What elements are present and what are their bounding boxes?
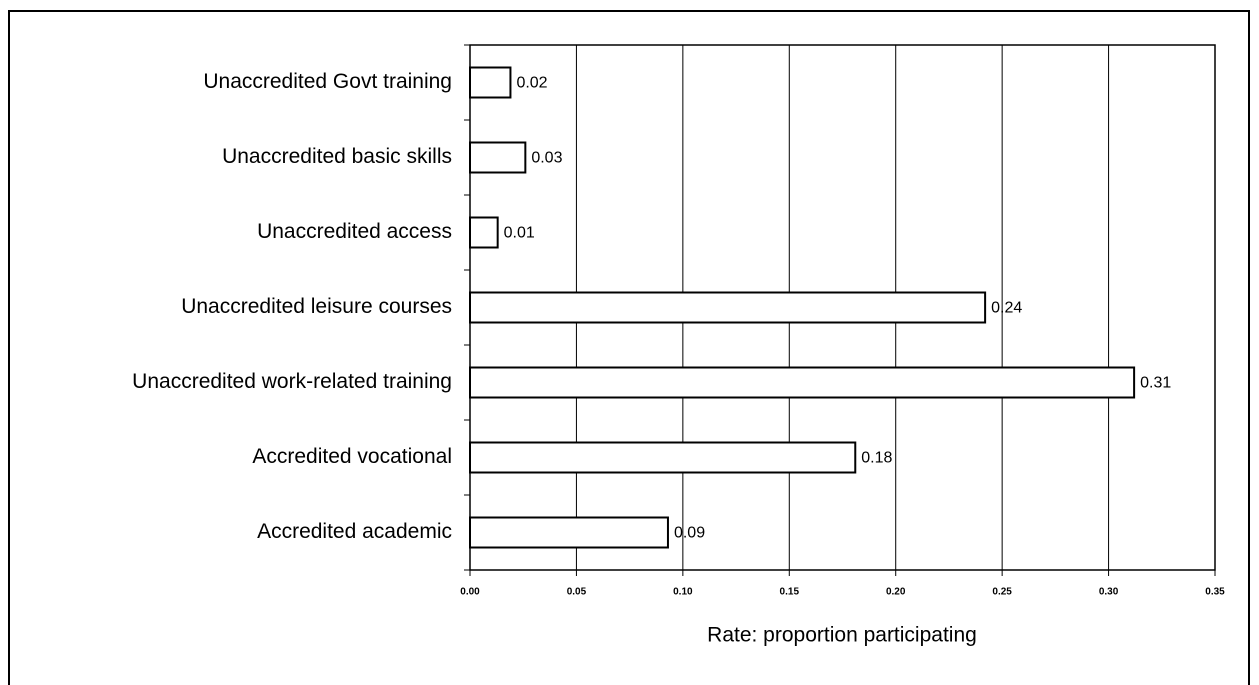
y-tick-label: Unaccredited basic skills bbox=[222, 145, 452, 168]
y-tick-label: Accredited academic bbox=[257, 520, 452, 543]
bar bbox=[469, 141, 527, 174]
value-label: 0.18 bbox=[861, 450, 892, 467]
y-tick-label: Accredited vocational bbox=[252, 445, 452, 468]
bar bbox=[469, 366, 1136, 399]
x-tick-label: 0.10 bbox=[673, 587, 693, 598]
y-tick-label: Unaccredited work-related training bbox=[132, 370, 452, 393]
x-tick-label: 0.15 bbox=[780, 587, 800, 598]
value-label: 0.02 bbox=[516, 75, 547, 92]
value-label: 0.03 bbox=[531, 150, 562, 167]
frame bbox=[8, 10, 1250, 685]
y-tick-label: Unaccredited access bbox=[257, 220, 452, 243]
bar bbox=[469, 66, 512, 99]
y-tick-label: Unaccredited Govt training bbox=[203, 70, 452, 93]
bar bbox=[469, 516, 669, 549]
y-tick-label: Unaccredited leisure courses bbox=[181, 295, 452, 318]
value-label: 0.09 bbox=[674, 525, 705, 542]
x-tick-label: 0.30 bbox=[1099, 587, 1119, 598]
value-label: 0.01 bbox=[504, 225, 535, 242]
bar bbox=[469, 291, 987, 324]
x-axis-title: Rate: proportion participating bbox=[707, 624, 977, 647]
value-label: 0.24 bbox=[991, 300, 1022, 317]
x-tick-label: 0.25 bbox=[992, 587, 1012, 598]
x-tick-label: 0.00 bbox=[460, 587, 480, 598]
x-tick-label: 0.35 bbox=[1205, 587, 1225, 598]
bar bbox=[469, 216, 499, 249]
bar bbox=[469, 441, 857, 474]
x-tick-label: 0.20 bbox=[886, 587, 906, 598]
value-label: 0.31 bbox=[1140, 375, 1171, 392]
x-tick-label: 0.05 bbox=[567, 587, 587, 598]
